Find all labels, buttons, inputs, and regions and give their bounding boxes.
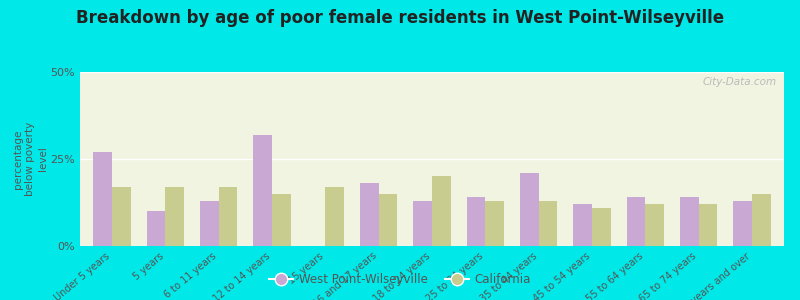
- Bar: [200, 201, 218, 246]
- Bar: [326, 187, 344, 246]
- Legend: West Point-Wilseyville, California: West Point-Wilseyville, California: [264, 269, 536, 291]
- Bar: [166, 187, 184, 246]
- Bar: [734, 201, 752, 246]
- Bar: [94, 152, 112, 246]
- Text: City-Data.com: City-Data.com: [703, 77, 777, 87]
- Bar: [538, 201, 558, 246]
- Bar: [432, 176, 450, 246]
- Bar: [574, 204, 592, 246]
- Bar: [752, 194, 770, 246]
- Bar: [360, 183, 378, 246]
- Bar: [272, 194, 290, 246]
- Y-axis label: percentage
below poverty
level: percentage below poverty level: [13, 122, 48, 196]
- Bar: [146, 211, 166, 246]
- Bar: [466, 197, 486, 246]
- Bar: [646, 204, 664, 246]
- Bar: [520, 173, 538, 246]
- Bar: [698, 204, 718, 246]
- Bar: [486, 201, 504, 246]
- Bar: [680, 197, 698, 246]
- Text: Breakdown by age of poor female residents in West Point-Wilseyville: Breakdown by age of poor female resident…: [76, 9, 724, 27]
- Bar: [254, 135, 272, 246]
- Bar: [414, 201, 432, 246]
- Bar: [626, 197, 646, 246]
- Bar: [592, 208, 610, 246]
- Bar: [218, 187, 238, 246]
- Bar: [112, 187, 130, 246]
- Bar: [378, 194, 398, 246]
